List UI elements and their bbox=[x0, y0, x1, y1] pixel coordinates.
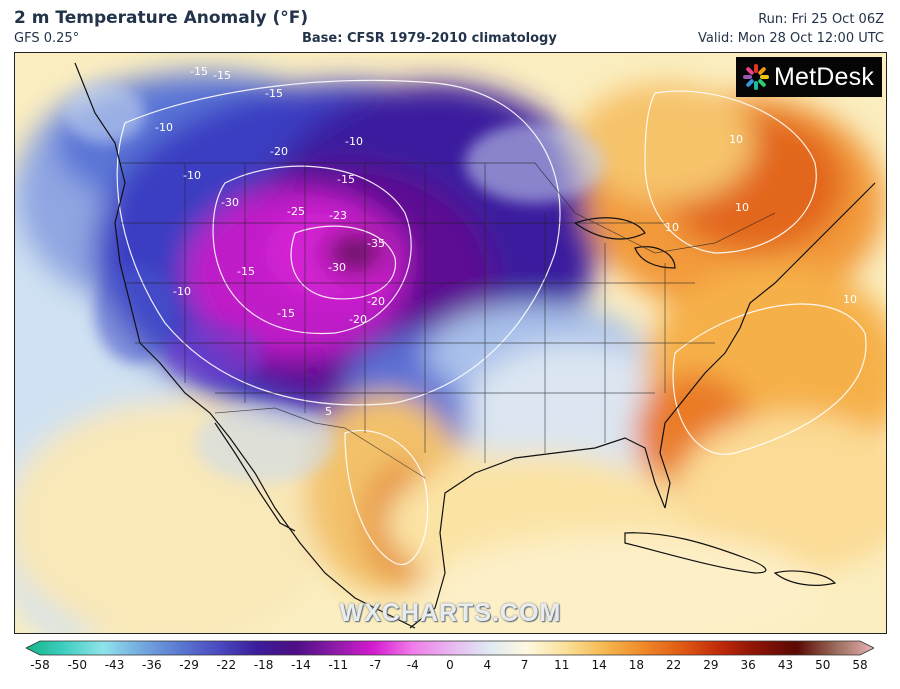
contour-label: -20 bbox=[270, 145, 288, 158]
contour-label: -23 bbox=[329, 209, 347, 222]
colorbar-tick-label: 58 bbox=[852, 658, 868, 672]
model-subtitle: GFS 0.25° bbox=[14, 31, 80, 46]
colorbar-tick-label: -18 bbox=[253, 658, 274, 672]
contour-label: 10 bbox=[843, 293, 857, 306]
map-canvas: -15 -15 -15 -10 -20 -10 -15 -10 -30 -25 … bbox=[15, 53, 886, 633]
political-borders bbox=[120, 162, 776, 479]
contour-label: -30 bbox=[328, 261, 346, 274]
contour-label: -15 bbox=[337, 173, 355, 186]
colorbar-tick-label: 18 bbox=[628, 658, 644, 672]
colorbar-tick-label: -22 bbox=[216, 658, 237, 672]
colorbar-scale bbox=[25, 640, 875, 656]
contour-label: -35 bbox=[367, 237, 385, 250]
contour-label: -10 bbox=[173, 285, 191, 298]
contour-label: -10 bbox=[345, 135, 363, 148]
colorbar-tick-label: 50 bbox=[815, 658, 831, 672]
colorbar-tick-label: 7 bbox=[520, 658, 529, 672]
coastlines bbox=[74, 62, 876, 629]
wxcharts-watermark: WXCHARTS.COM bbox=[339, 599, 562, 627]
contour-label: -15 bbox=[237, 265, 255, 278]
metdesk-logo: MetDesk bbox=[736, 57, 882, 97]
colorbar-tick-label: 29 bbox=[703, 658, 719, 672]
valid-time: Valid: Mon 28 Oct 12:00 UTC bbox=[697, 31, 884, 46]
contour-label: -20 bbox=[367, 295, 385, 308]
colorbar-tick-label: -43 bbox=[104, 658, 125, 672]
colorbar-tick-label: 4 bbox=[483, 658, 492, 672]
contour-label: -15 bbox=[213, 69, 231, 82]
metdesk-burst-icon bbox=[743, 64, 769, 90]
colorbar-tick-label: 11 bbox=[554, 658, 570, 672]
metdesk-logo-text: MetDesk bbox=[774, 62, 875, 91]
contour-label: 5 bbox=[325, 405, 332, 418]
colorbar-tick-label: -29 bbox=[179, 658, 199, 672]
chart-title: 2 m Temperature Anomaly (°F) bbox=[14, 8, 309, 28]
anomaly-map: -15 -15 -15 -10 -20 -10 -15 -10 -30 -25 … bbox=[14, 52, 887, 634]
colorbar-tick-label: 43 bbox=[777, 658, 794, 672]
colorbar-tick-label: 14 bbox=[591, 658, 607, 672]
colorbar-ramp bbox=[25, 640, 875, 656]
contour-label: 10 bbox=[729, 133, 743, 146]
contour-label: -30 bbox=[221, 196, 239, 209]
contour-label: -20 bbox=[349, 313, 367, 326]
colorbar-tick-label: -36 bbox=[142, 658, 162, 672]
contour-label: -10 bbox=[155, 121, 173, 134]
contour-label: -10 bbox=[183, 169, 201, 182]
colorbar-tick-label: -11 bbox=[328, 658, 348, 672]
colorbar-tick-label: -7 bbox=[369, 658, 382, 672]
contour-label: 10 bbox=[735, 201, 749, 214]
contour-label-group: -15 -15 -15 -10 -20 -10 -15 -10 -30 -25 … bbox=[155, 65, 857, 418]
climatology-base: Base: CFSR 1979-2010 climatology bbox=[302, 31, 557, 46]
colorbar-tick-label: 22 bbox=[665, 658, 682, 672]
contour-lines bbox=[116, 79, 867, 566]
colorbar-ticks: -58 -50 -43 -36 -29 -22 -18 -14 -11 -7 -4 0 4 7 11 14 18… bbox=[26, 658, 874, 678]
run-time: Run: Fri 25 Oct 06Z bbox=[758, 12, 884, 27]
contour-label: 10 bbox=[665, 221, 679, 234]
colorbar-tick-label: -14 bbox=[291, 658, 311, 672]
colorbar-tick-label: -50 bbox=[67, 658, 88, 672]
contour-label: -25 bbox=[287, 205, 305, 218]
contour-label: -15 bbox=[265, 87, 283, 100]
contour-label: -15 bbox=[190, 65, 208, 78]
colorbar-tick-label: 0 bbox=[446, 658, 454, 672]
contour-label: -15 bbox=[277, 307, 295, 320]
colorbar-tick-label: -58 bbox=[30, 658, 50, 672]
colorbar-tick-label: -4 bbox=[406, 658, 419, 672]
colorbar: -58 -50 -43 -36 -29 -22 -18 -14 -11 -7 -4 0 4 7 11 14 18… bbox=[25, 640, 875, 684]
colorbar-tick-label: 36 bbox=[740, 658, 756, 672]
